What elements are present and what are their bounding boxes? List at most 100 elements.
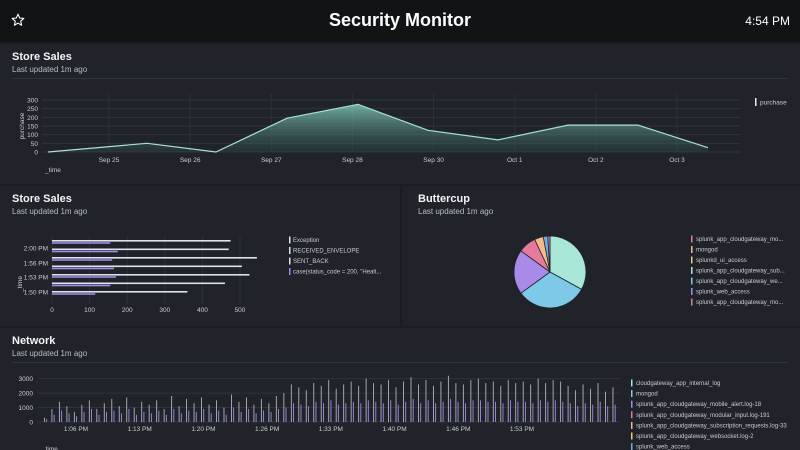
- bar-internal-log: [201, 397, 202, 422]
- bar-mongod: [524, 401, 526, 422]
- bar-mongod: [180, 413, 182, 422]
- y-tick-label: 300: [27, 98, 38, 105]
- network-panel[interactable]: Network Last updated 1m ago 0 1000 2000 300…: [0, 328, 800, 450]
- x-tick-label: 1:26 PM: [255, 426, 279, 433]
- bar-internal-log: [343, 384, 345, 422]
- bar-internal-log: [313, 383, 315, 422]
- y-tick-label: 250: [27, 106, 38, 113]
- bar-internal-log: [253, 404, 255, 422]
- panel-subtitle: Last updated 1m ago: [12, 207, 88, 216]
- legend-label: SENT_BACK: [293, 259, 329, 265]
- bar-mongod: [547, 401, 549, 422]
- x-axis-label: _time: [41, 446, 58, 450]
- bar-mongod: [367, 400, 369, 422]
- bar-mongod: [91, 409, 92, 422]
- bar-mongod: [225, 414, 227, 422]
- bar-internal-log: [103, 403, 105, 422]
- bar-internal-log: [560, 381, 562, 422]
- bar-internal-log: [171, 396, 173, 422]
- legend-label: splunk_app_cloudgateway_mobile_alert.log…: [636, 402, 762, 408]
- panel-title: Store Sales: [12, 51, 72, 63]
- bar-internal-log: [418, 384, 419, 422]
- bar-mongod: [113, 410, 115, 422]
- bar-internal-log: [582, 384, 584, 422]
- bar-mongod: [106, 411, 107, 422]
- y-tick-label: 1:56 PM: [24, 261, 48, 268]
- y-tick-label: 1:53 PM: [24, 275, 48, 282]
- legend-label: splunk_app_cloudgateway_mo...: [696, 300, 784, 306]
- legend-label: splunk_web_access: [696, 290, 750, 296]
- bar-mongod: [173, 409, 175, 422]
- buttercup-pie-chart[interactable]: splunk_app_cloudgateway_mo...mongodsplun…: [402, 226, 800, 326]
- bar-internal-log: [515, 383, 517, 422]
- legend-swatch: [691, 246, 693, 253]
- bar-mongod: [465, 403, 467, 422]
- panel-title: Buttercup: [418, 193, 470, 205]
- bar-internal-log: [612, 387, 614, 422]
- bar-internal-log: [373, 383, 375, 422]
- top-bar: Security Monitor 4:54 PM: [0, 0, 800, 42]
- bar-mongod: [405, 401, 407, 422]
- x-tick-label: 1:40 PM: [382, 426, 406, 433]
- bar-mongod: [46, 419, 48, 422]
- bar-exception: [52, 291, 188, 293]
- y-tick-label: 3000: [19, 376, 34, 383]
- bar-internal-log: [545, 383, 547, 422]
- bar-mongod: [502, 403, 504, 422]
- bar-status: [52, 250, 118, 253]
- network-bar-chart[interactable]: 0 1000 2000 3000 1:06 PM 1:13 PM 1:20 PM 1:26 P…: [0, 368, 800, 450]
- bar-internal-log: [403, 381, 404, 422]
- bar-exception: [52, 265, 242, 268]
- bar-internal-log: [462, 384, 464, 422]
- bar-internal-log: [245, 397, 247, 422]
- bar-internal-log: [530, 384, 532, 422]
- bar-mongod: [584, 403, 586, 422]
- bar-internal-log: [358, 385, 360, 422]
- x-tick-label: Sep 26: [180, 157, 201, 164]
- bar-exception: [52, 248, 229, 251]
- bar-mongod: [135, 414, 137, 422]
- legend-label: splunk_app_cloudgateway_sub...: [696, 269, 785, 275]
- y-tick-label: 200: [27, 115, 38, 122]
- bar-internal-log: [66, 406, 68, 422]
- bar-mongod: [150, 413, 152, 422]
- bar-mongod: [397, 404, 399, 422]
- bar-internal-log: [365, 378, 367, 422]
- sales-bar-chart[interactable]: 0 100 200 300 400 500 2:00 PM 1:56 PM 1:53 PM 1:5…: [0, 226, 400, 326]
- bar-exception: [52, 240, 231, 242]
- y-tick-label: 50: [31, 141, 39, 148]
- bar-mongod: [255, 413, 257, 422]
- legend-swatch: [289, 257, 291, 265]
- bar-status: [52, 267, 115, 270]
- bar-mongod: [240, 411, 242, 422]
- buttercup-panel[interactable]: Buttercup Last updated 1m ago splunk_app…: [402, 186, 800, 326]
- bar-mongod: [569, 403, 571, 422]
- bar-mongod: [203, 409, 205, 422]
- bar-mongod: [472, 400, 474, 422]
- bar-mongod: [278, 409, 279, 422]
- bar-internal-log: [73, 411, 75, 422]
- bar-mongod: [98, 414, 100, 422]
- panel-divider: [12, 78, 788, 79]
- store-sales-area-panel[interactable]: Store Sales Last updated 1m ago 0 50 100 15…: [0, 44, 800, 184]
- bar-mongod: [121, 413, 122, 422]
- bar-internal-log: [148, 404, 150, 422]
- bar-mongod: [61, 410, 63, 422]
- bar-internal-log: [552, 380, 554, 422]
- x-tick-label: Sep 25: [99, 157, 120, 164]
- legend-swatch: [631, 411, 633, 419]
- bar-mongod: [158, 410, 160, 422]
- bar-mongod: [293, 403, 294, 422]
- legend-swatch: [631, 421, 633, 429]
- bar-mongod: [390, 400, 392, 422]
- legend-label: splunk_app_cloudgateway_mo...: [696, 237, 784, 243]
- legend-swatch: [631, 432, 633, 440]
- star-outline-icon[interactable]: [11, 13, 25, 27]
- bar-status: [52, 242, 111, 244]
- legend-label: mongod: [696, 248, 718, 254]
- x-tick-label: 1:20 PM: [191, 426, 215, 433]
- bar-mongod: [68, 413, 70, 422]
- store-sales-bar-panel[interactable]: Store Sales Last updated 1m ago 0 100 200 3…: [0, 186, 400, 326]
- legend-swatch: [631, 443, 633, 450]
